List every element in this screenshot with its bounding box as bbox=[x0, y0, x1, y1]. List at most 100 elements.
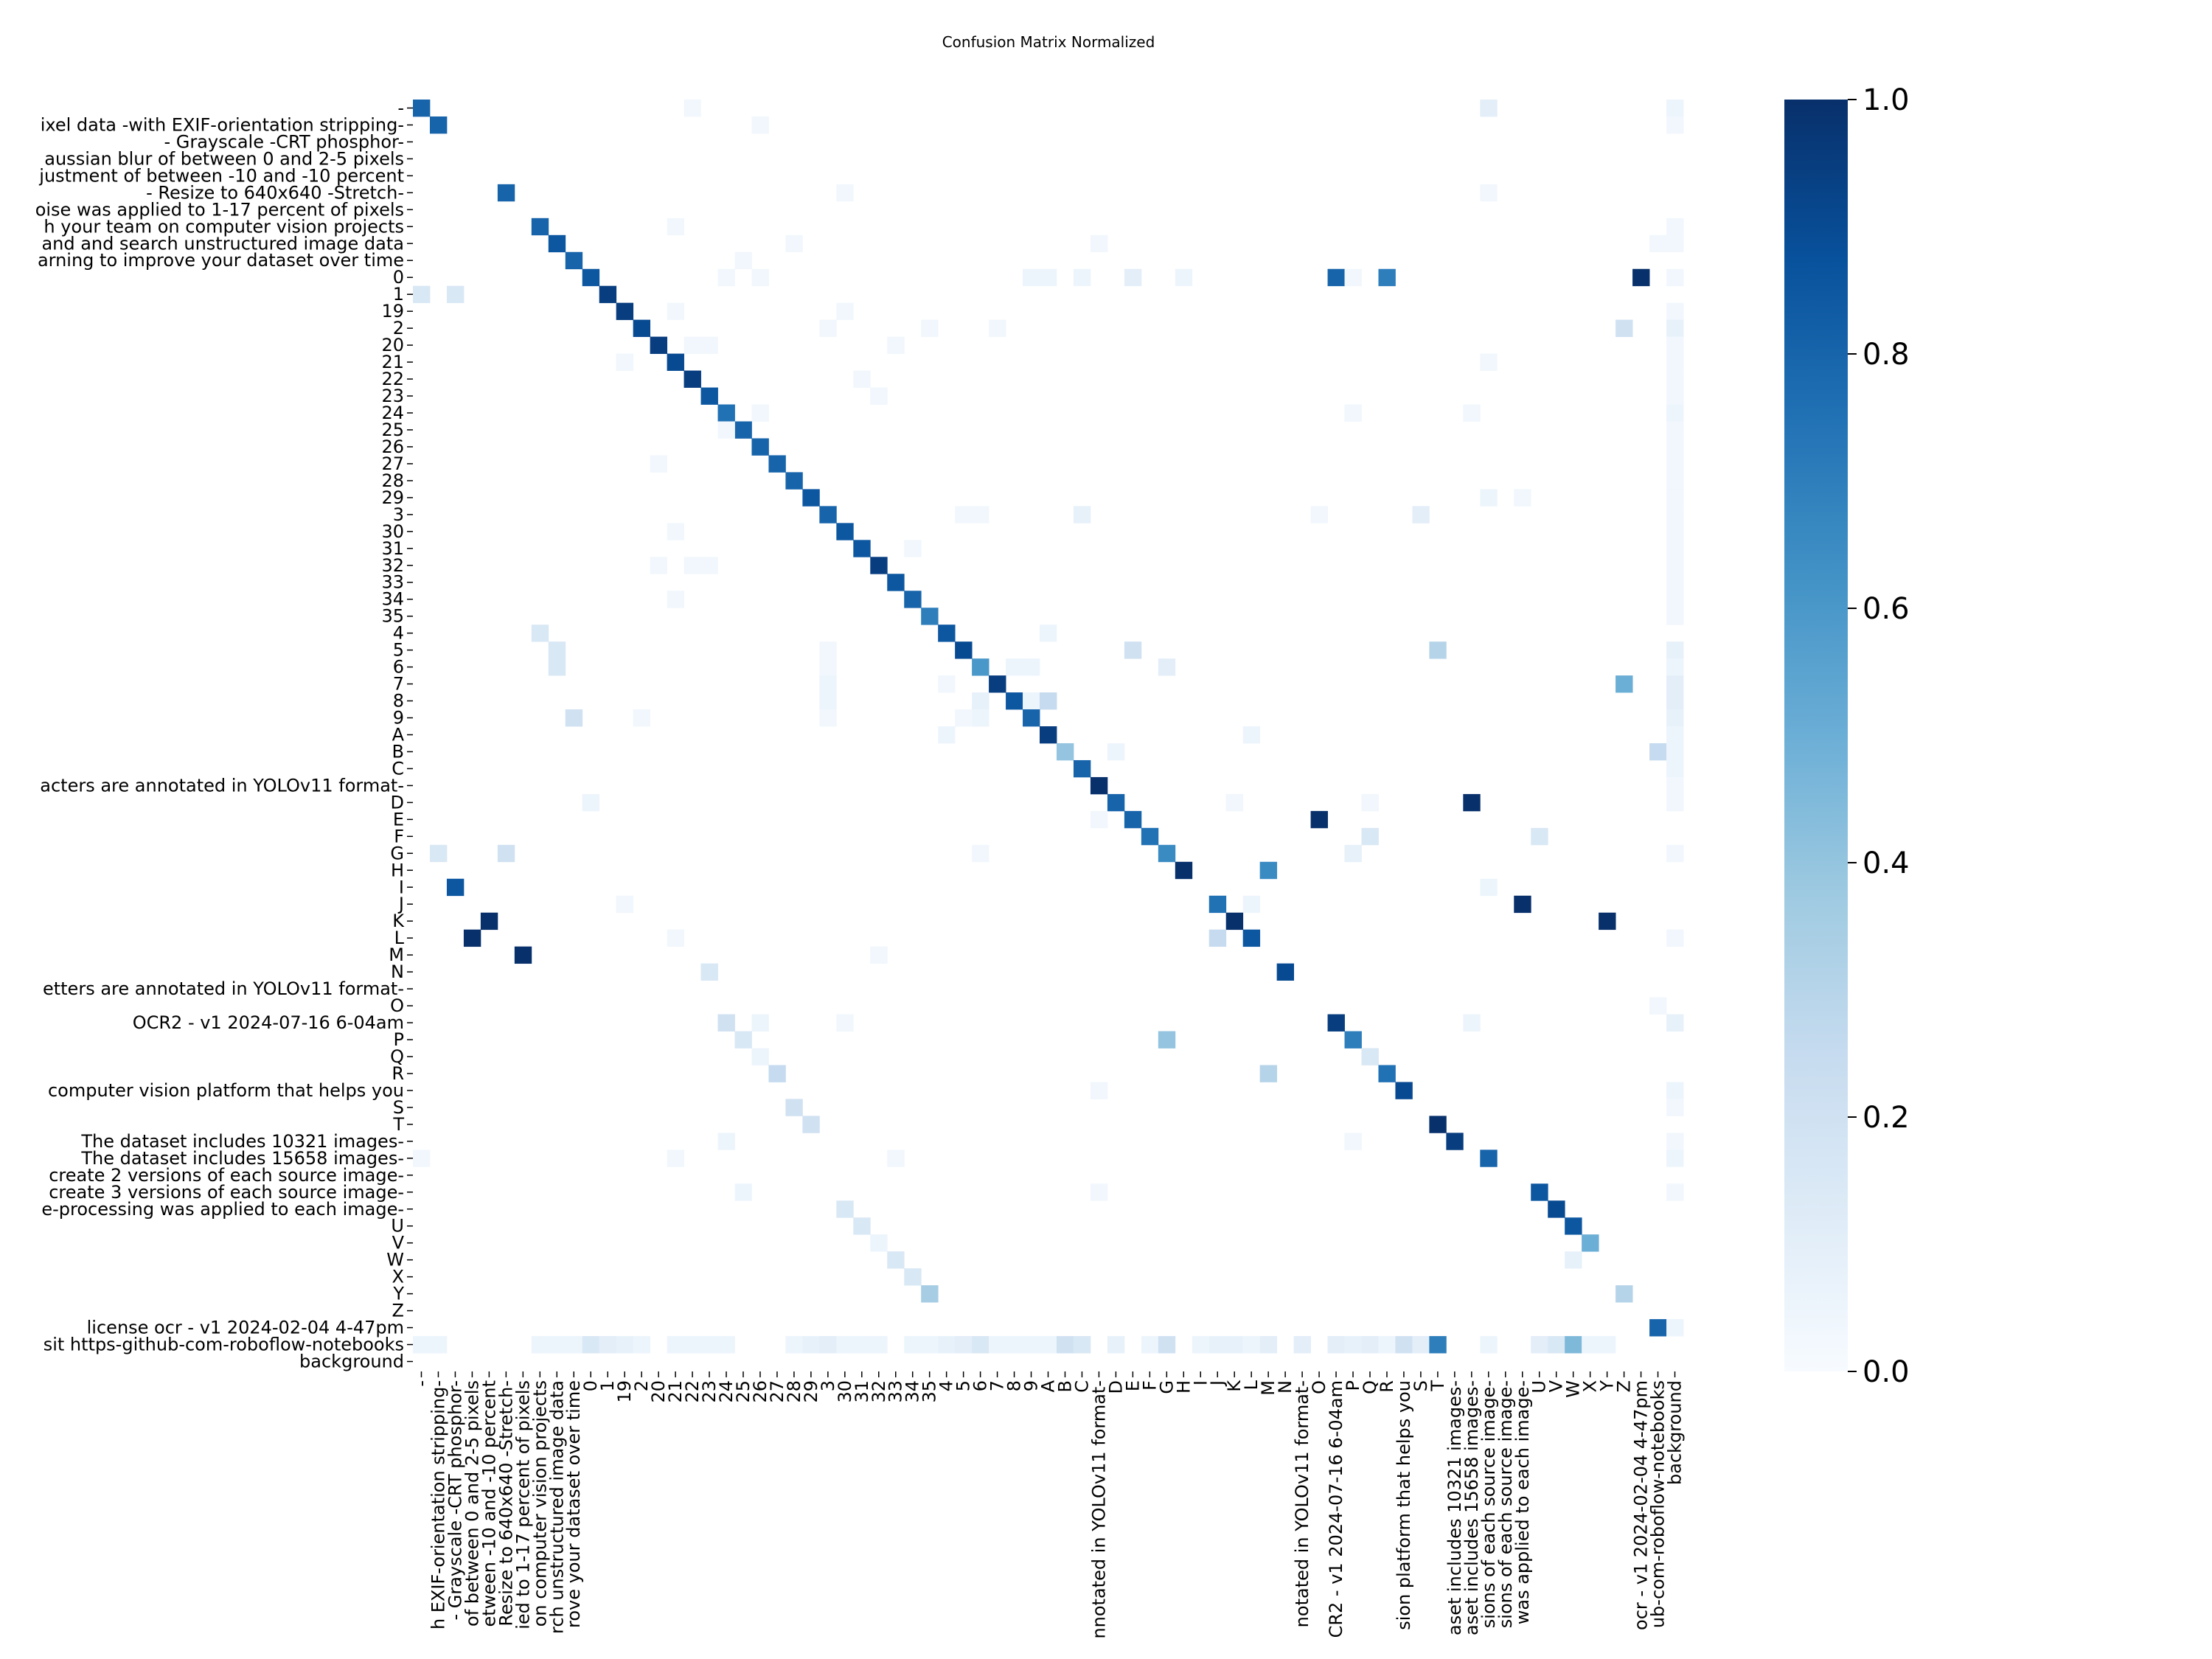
y-tick-label: G bbox=[390, 843, 404, 863]
x-tick-label: 4 bbox=[936, 1380, 957, 1391]
heatmap-cell bbox=[1023, 709, 1040, 727]
heatmap-cell bbox=[921, 319, 939, 338]
heatmap-cell bbox=[1649, 1319, 1667, 1337]
heatmap-cell bbox=[700, 387, 718, 405]
y-tick-label: 6 bbox=[393, 657, 404, 678]
heatmap-cell bbox=[1666, 1099, 1684, 1116]
heatmap-cell bbox=[1073, 1336, 1091, 1354]
colorbar-tick-label: 0.4 bbox=[1863, 846, 1910, 880]
heatmap-cell bbox=[751, 116, 769, 134]
y-tick-label: aussian blur of between 0 and 2-5 pixels bbox=[44, 148, 404, 169]
heatmap-cell bbox=[1006, 658, 1023, 676]
heatmap-cell bbox=[548, 658, 566, 676]
x-tick-label: J bbox=[1207, 1380, 1228, 1387]
heatmap-cell bbox=[1242, 929, 1261, 947]
y-tick-label: U bbox=[391, 1216, 404, 1237]
heatmap-cell bbox=[751, 438, 769, 456]
heatmap-cell bbox=[667, 929, 684, 947]
heatmap-cell bbox=[616, 353, 634, 371]
heatmap-cell bbox=[1666, 455, 1684, 473]
x-tick-label: 5 bbox=[953, 1380, 974, 1391]
heatmap-cell bbox=[548, 641, 566, 659]
heatmap-cell bbox=[531, 1336, 549, 1354]
x-tick-label: was applied to each image- bbox=[1512, 1380, 1533, 1624]
heatmap-cell bbox=[1480, 100, 1498, 117]
heatmap-cell bbox=[1666, 523, 1684, 540]
x-tick-label: X bbox=[1580, 1380, 1601, 1392]
heatmap-cell bbox=[1565, 1217, 1582, 1235]
x-tick-label: D bbox=[1105, 1380, 1126, 1394]
y-tick-label: background bbox=[299, 1352, 404, 1372]
heatmap-cell bbox=[1040, 692, 1057, 710]
heatmap-cell bbox=[972, 692, 990, 710]
heatmap-cell bbox=[1480, 1150, 1498, 1167]
y-tick-label: R bbox=[392, 1063, 404, 1084]
y-tick-label: O bbox=[390, 995, 404, 1016]
y-tick-label: ixel data -with EXIF-orientation strippi… bbox=[41, 114, 404, 135]
heatmap-cell bbox=[480, 912, 498, 931]
heatmap-cell bbox=[751, 1048, 769, 1065]
x-tick-label: h EXIF-orientation stripping- bbox=[428, 1380, 448, 1630]
heatmap-cell bbox=[1463, 404, 1481, 422]
x-tick-label: K bbox=[1224, 1380, 1245, 1392]
heatmap-cell bbox=[734, 1031, 752, 1048]
heatmap-cell bbox=[1344, 1336, 1362, 1354]
colorbar-tick-label: 1.0 bbox=[1863, 83, 1910, 117]
y-tick-label: create 3 versions of each source image- bbox=[49, 1182, 404, 1203]
heatmap-cell bbox=[497, 844, 515, 863]
heatmap-cell bbox=[1006, 692, 1023, 710]
heatmap-cell bbox=[1293, 1336, 1311, 1354]
y-tick-label: etters are annotated in YOLOv11 format- bbox=[43, 978, 404, 999]
x-tick-label: rove your dataset over time bbox=[563, 1380, 584, 1628]
heatmap-cell bbox=[667, 218, 684, 236]
heatmap-cell bbox=[1548, 1336, 1565, 1354]
heatmap-cell bbox=[1023, 658, 1040, 676]
heatmap-cell bbox=[717, 404, 735, 422]
heatmap-cell bbox=[1599, 912, 1616, 931]
heatmap-cell bbox=[734, 421, 752, 439]
heatmap-cell bbox=[1107, 742, 1125, 761]
heatmap-cell bbox=[836, 1200, 854, 1218]
x-tick-label: sions of each source image- bbox=[1495, 1380, 1516, 1628]
heatmap-cell bbox=[836, 1014, 854, 1032]
y-tick-label: S bbox=[393, 1097, 404, 1118]
heatmap-cell bbox=[1666, 641, 1684, 659]
heatmap-cell bbox=[1056, 742, 1074, 761]
y-tick-label: I bbox=[399, 877, 404, 897]
y-tick-label: 29 bbox=[381, 487, 404, 508]
heatmap-cell bbox=[1412, 1336, 1430, 1354]
x-tick-label: 35 bbox=[919, 1380, 940, 1403]
heatmap-cell bbox=[1666, 608, 1684, 625]
heatmap-cell bbox=[1666, 387, 1684, 405]
heatmap-cell bbox=[836, 184, 854, 202]
heatmap-cell bbox=[1480, 353, 1498, 371]
y-tick-label: 7 bbox=[393, 674, 404, 695]
x-tick-label: F bbox=[1139, 1380, 1160, 1391]
heatmap-cell bbox=[514, 946, 532, 964]
x-tick-label: Resize to 640x640 -Stretch- bbox=[495, 1380, 516, 1627]
heatmap-cell bbox=[1141, 827, 1159, 846]
x-tick-label: I bbox=[1190, 1380, 1211, 1385]
heatmap-cell bbox=[1276, 963, 1295, 981]
heatmap-cell bbox=[1175, 268, 1193, 287]
y-tick-label: C bbox=[392, 758, 404, 779]
x-tick-label: O bbox=[1309, 1380, 1329, 1394]
heatmap-cell bbox=[717, 1014, 735, 1032]
heatmap-cell bbox=[734, 1183, 752, 1201]
heatmap-cell bbox=[1480, 878, 1498, 897]
heatmap-cell bbox=[1208, 929, 1227, 947]
x-tick-label: 27 bbox=[767, 1380, 787, 1403]
heatmap-cell bbox=[667, 353, 684, 371]
heatmap-cell bbox=[1225, 793, 1244, 812]
y-tick-label: X bbox=[392, 1267, 404, 1287]
heatmap-cell bbox=[1107, 793, 1125, 812]
heatmap-cell bbox=[972, 844, 990, 863]
heatmap-cell bbox=[751, 268, 769, 287]
heatmap-cell bbox=[1531, 827, 1548, 846]
heatmap-cell bbox=[802, 1336, 820, 1354]
heatmap-cell bbox=[921, 608, 939, 625]
x-tick-label: Z bbox=[1614, 1380, 1635, 1392]
heatmap-cell bbox=[785, 234, 803, 253]
heatmap-cell bbox=[1429, 1116, 1447, 1133]
